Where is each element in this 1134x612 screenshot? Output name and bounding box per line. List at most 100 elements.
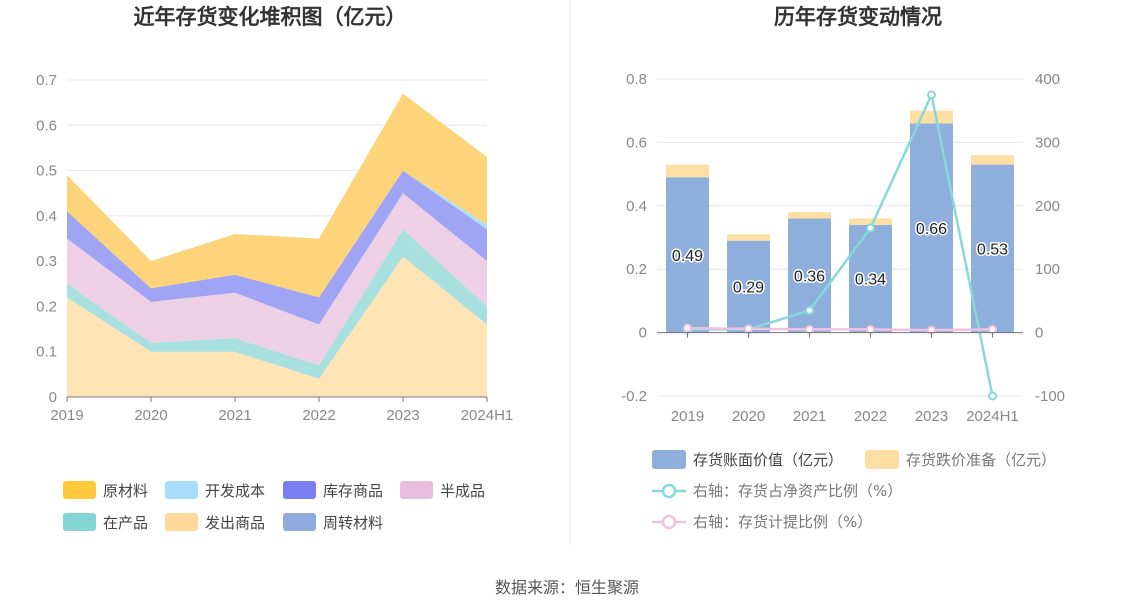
bar-data-label: 0.49 xyxy=(672,248,703,265)
legend-swatch xyxy=(63,481,96,499)
bar-存货账面价值（亿元） xyxy=(971,164,1014,333)
y2-tick-label: 400 xyxy=(1035,71,1060,88)
source-note: 数据来源：恒生聚源 xyxy=(495,578,639,597)
bar-存货账面价值（亿元） xyxy=(666,177,709,333)
x-tick-label: 2019 xyxy=(50,407,83,424)
x-tick-label: 2024H1 xyxy=(461,407,514,424)
area-半成品 xyxy=(67,193,487,366)
legend-swatch xyxy=(283,513,316,531)
y2-tick-label: 300 xyxy=(1035,134,1060,151)
line-point xyxy=(988,391,997,401)
line-point xyxy=(866,324,875,334)
bar-data-label: 0.36 xyxy=(794,269,825,286)
legend-label: 在产品 xyxy=(103,514,148,532)
bar-data-label: 0.53 xyxy=(977,242,1008,259)
y-tick-label: 0.5 xyxy=(36,163,57,180)
y2-tick-label: 200 xyxy=(1035,198,1060,215)
x-tick-label: 2022 xyxy=(302,407,335,424)
y-tick-label: 0.6 xyxy=(626,134,647,151)
left-chart-title: 近年存货变化堆积图（亿元） xyxy=(134,5,407,29)
legend-swatch xyxy=(652,450,686,469)
bar-存货跌价准备（亿元） xyxy=(788,212,831,219)
area-原材料 xyxy=(67,93,487,298)
legend-marker xyxy=(661,514,677,530)
y-tick-label: 0.4 xyxy=(626,198,647,215)
right-bar-series xyxy=(666,110,1014,333)
legend-swatch xyxy=(165,513,198,531)
bar-存货跌价准备（亿元） xyxy=(910,110,953,124)
bar-存货账面价值（亿元） xyxy=(910,123,953,333)
x-tick-label: 2020 xyxy=(732,408,765,425)
legend-swatch xyxy=(400,481,433,499)
y-tick-label: 0.6 xyxy=(36,117,57,134)
bar-data-label: 0.29 xyxy=(733,280,764,297)
legend-swatch xyxy=(165,481,198,499)
right-data-labels: 0.49 0.29 0.36 0.34 0.66 0.53 xyxy=(670,219,1009,298)
left-axis: 0 0.1 0.2 0.3 0.4 0.5 0.6 0.7 2019 2020 2021 2022 20… xyxy=(36,72,513,424)
bar-存货跌价准备（亿元） xyxy=(666,164,709,178)
x-tick-label: 2023 xyxy=(386,407,419,424)
legend-label: 右轴：存货占净资产比例（%） xyxy=(693,482,902,500)
x-tick-label: 2019 xyxy=(671,408,704,425)
area-周转材料 xyxy=(67,229,487,366)
bar-存货跌价准备（亿元） xyxy=(849,218,892,225)
y2-tick-label: 100 xyxy=(1035,261,1060,278)
bar-存货跌价准备（亿元） xyxy=(971,155,1014,165)
legend-swatch xyxy=(865,450,899,469)
line-point xyxy=(805,305,814,315)
legend-label: 原材料 xyxy=(103,482,148,500)
y-tick-label: 0.8 xyxy=(626,71,647,88)
left-area-series xyxy=(67,93,487,397)
area-发出商品 xyxy=(67,256,487,397)
legend-label: 库存商品 xyxy=(323,482,383,500)
line-point xyxy=(805,324,814,334)
line-point xyxy=(683,323,692,333)
x-tick-label: 2020 xyxy=(134,407,167,424)
legend-marker xyxy=(661,483,677,499)
area-库存商品 xyxy=(67,170,487,325)
legend-label: 周转材料 xyxy=(323,514,383,532)
bar-存货账面价值（亿元） xyxy=(849,224,892,333)
y-tick-label: 0.7 xyxy=(36,72,57,89)
bar-data-label: 0.66 xyxy=(916,221,947,238)
y-tick-label: 0.2 xyxy=(626,261,647,278)
y-tick-label: -0.2 xyxy=(621,388,647,405)
line-右轴：存货计提比例（%） xyxy=(687,326,993,332)
legend-label: 开发成本 xyxy=(205,482,265,500)
right-axis: 2019 2020 2021 2022 2023 2024H1 -0.2 0 0.2 0.4 0.6… xyxy=(621,71,1065,425)
legend-label: 半成品 xyxy=(440,482,485,500)
y-tick-label: 0.3 xyxy=(36,253,57,270)
area-在产品 xyxy=(67,229,487,379)
line-point xyxy=(866,223,875,233)
line-point xyxy=(744,324,753,334)
bar-存货账面价值（亿元） xyxy=(727,240,770,333)
legend-label: 右轴：存货计提比例（%） xyxy=(693,513,872,531)
y-tick-label: 0 xyxy=(639,325,647,342)
y-tick-label: 0.1 xyxy=(36,344,57,361)
right-legend: 存货账面价值（亿元） 存货跌价准备（亿元）右轴：存货占净资产比例（%） 右轴：存货计… xyxy=(652,450,1056,531)
line-point xyxy=(927,90,936,100)
right-grid xyxy=(657,78,1023,397)
legend-swatch xyxy=(63,513,96,531)
y2-tick-label: 0 xyxy=(1035,325,1043,342)
x-tick-label: 2021 xyxy=(218,407,251,424)
right-chart-title: 历年存货变动情况 xyxy=(774,5,942,29)
y2-tick-label: -100 xyxy=(1035,388,1065,405)
bar-data-label: 0.34 xyxy=(855,272,886,289)
right-line-series xyxy=(683,90,997,401)
y-tick-label: 0 xyxy=(49,389,57,406)
x-tick-label: 2023 xyxy=(915,408,948,425)
line-point xyxy=(988,324,997,334)
legend-label: 发出商品 xyxy=(205,514,265,532)
legend-label: 存货账面价值（亿元） xyxy=(693,451,843,469)
legend-swatch xyxy=(283,481,316,499)
legend-label: 存货跌价准备（亿元） xyxy=(906,451,1056,469)
y-tick-label: 0.2 xyxy=(36,298,57,315)
x-tick-label: 2022 xyxy=(854,408,887,425)
x-tick-label: 2024H1 xyxy=(966,408,1019,425)
y-tick-label: 0.4 xyxy=(36,208,57,225)
bar-存货跌价准备（亿元） xyxy=(727,234,770,241)
x-tick-label: 2021 xyxy=(793,408,826,425)
